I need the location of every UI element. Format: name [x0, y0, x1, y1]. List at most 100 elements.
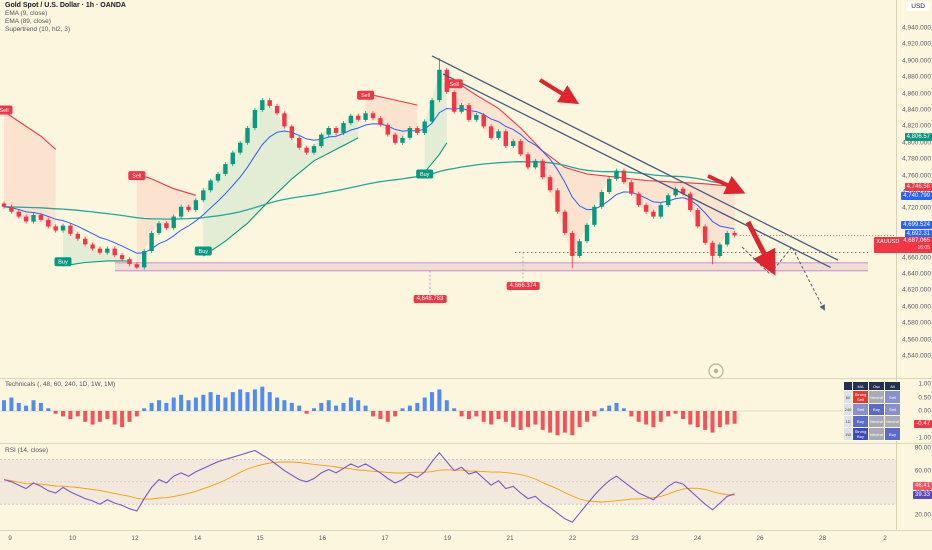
- candle: [201, 190, 206, 201]
- trend-channel-line[interactable]: [442, 73, 831, 268]
- candle: [503, 131, 508, 147]
- candle: [607, 178, 612, 192]
- candle: [193, 200, 199, 210]
- svg-text:Sell: Sell: [0, 108, 9, 114]
- supertrend-line-sell: [453, 80, 735, 188]
- technicals-bar: [356, 400, 361, 411]
- technicals-bar: [570, 411, 575, 436]
- candle: [429, 100, 435, 122]
- indicator-label-ema89[interactable]: EMA (89, close): [5, 18, 51, 25]
- technicals-bar: [629, 411, 634, 417]
- price-axis[interactable]: USD 4,940.000 4,920.000 4,900.000 4,880.000…: [874, 0, 932, 530]
- pane-separator[interactable]: [0, 443, 932, 444]
- candle: [452, 92, 457, 112]
- support-zone-band[interactable]: [115, 262, 868, 271]
- forecast-path[interactable]: [741, 246, 825, 311]
- svg-text:Sell: Sell: [450, 82, 459, 88]
- candle: [238, 142, 243, 153]
- price-tick-label: 4,860.000: [902, 90, 931, 98]
- ratings-timeframe-cell: 240: [843, 403, 853, 416]
- candle: [378, 118, 383, 125]
- currency-toggle-button[interactable]: USD: [906, 2, 930, 11]
- technicals-bar: [695, 411, 700, 428]
- candle: [562, 211, 568, 233]
- rsi-ma-line: [3, 461, 735, 503]
- price-tick-label: 4,660.000: [902, 254, 931, 262]
- technicals-bar: [651, 411, 656, 428]
- watermark-logo-icon: [708, 363, 724, 378]
- annotation-arrow[interactable]: [745, 220, 776, 276]
- technicals-bar: [230, 392, 235, 411]
- symbol-title[interactable]: Gold Spot / U.S. Dollar · 1h · OANDA: [5, 2, 126, 9]
- technicals-bar: [688, 411, 693, 425]
- candle: [658, 205, 663, 217]
- supertrend-fill: [63, 225, 130, 266]
- time-axis[interactable]: 9 10 12 14 15 16 17 19 21 22 23 24 26 28 2: [0, 531, 932, 550]
- supertrend-fill: [136, 174, 196, 268]
- technicals-bar: [24, 405, 29, 411]
- rating-cell: Buy: [884, 427, 901, 441]
- technicals-bar: [607, 405, 612, 411]
- technicals-bar: [208, 392, 213, 411]
- technicals-histogram-pane[interactable]: [0, 379, 896, 443]
- time-tick-label: 28: [818, 535, 827, 542]
- candle: [186, 206, 191, 211]
- pane-separator[interactable]: [0, 378, 932, 379]
- trend-channel-line[interactable]: [431, 55, 839, 261]
- candle: [415, 128, 420, 133]
- candle: [629, 182, 634, 194]
- price-axis-badge: 4,806.57: [904, 133, 932, 142]
- technicals-bar: [90, 411, 95, 425]
- technicals-bar: [245, 392, 250, 411]
- price-tick-label: 4,840.000: [902, 106, 931, 114]
- rsi-pane-title[interactable]: RSI (14, close): [5, 447, 48, 454]
- candle: [717, 244, 723, 256]
- supertrend-line-sell: [3, 111, 57, 150]
- technicals-bar: [422, 397, 427, 411]
- time-tick-label: 9: [8, 535, 12, 542]
- candle: [142, 251, 147, 268]
- indicator-label-ema9[interactable]: EMA (9, close): [5, 10, 48, 17]
- candle: [112, 248, 117, 256]
- technicals-bar: [319, 402, 324, 411]
- technicals-pane-title[interactable]: Technicals (, 48, 60, 240, 1D, 1W, 1M): [5, 381, 116, 388]
- technicals-bar: [157, 400, 161, 411]
- technicals-bar: [599, 408, 604, 411]
- candle: [46, 219, 51, 227]
- technicals-tick-label: 0.50: [918, 394, 931, 401]
- candle: [437, 69, 442, 101]
- candle: [75, 233, 80, 239]
- technicals-bar: [681, 411, 685, 420]
- technicals-tick-label: -1.00: [916, 434, 931, 442]
- rating-cell: Buy: [868, 403, 885, 416]
- technicals-bar: [297, 405, 302, 411]
- candle: [540, 160, 545, 178]
- candle: [732, 233, 737, 236]
- technicals-bar: [164, 402, 169, 411]
- rsi-pane[interactable]: [0, 444, 896, 530]
- candle: [385, 124, 390, 135]
- technicals-bar: [68, 411, 73, 420]
- supertrend-fill: [4, 111, 56, 231]
- main-price-chart[interactable]: Sell Buy Sell Buy Sell Buy Sell: [0, 0, 896, 378]
- candle: [230, 152, 235, 165]
- technicals-bar: [134, 411, 139, 417]
- rsi-value-badge: 39.33: [912, 490, 932, 499]
- time-tick-label: 12: [131, 535, 139, 542]
- time-tick-label: 19: [443, 535, 452, 542]
- rating-cell: Sell: [884, 390, 901, 404]
- candle: [488, 126, 494, 138]
- candle: [710, 242, 715, 256]
- technicals-bar: [636, 411, 641, 422]
- level-price-label: 4,648.783: [413, 294, 447, 303]
- candle: [60, 225, 66, 231]
- technicals-bar: [289, 402, 294, 411]
- annotation-arrow[interactable]: [707, 174, 746, 195]
- technicals-bar: [732, 411, 737, 424]
- technicals-bar: [112, 411, 117, 425]
- candle: [422, 121, 427, 133]
- indicator-label-supertrend[interactable]: Supertrend (10, hl2, 3): [5, 26, 71, 33]
- technicals-bar: [452, 408, 457, 411]
- candle: [83, 238, 88, 245]
- annotation-arrow[interactable]: [538, 78, 580, 105]
